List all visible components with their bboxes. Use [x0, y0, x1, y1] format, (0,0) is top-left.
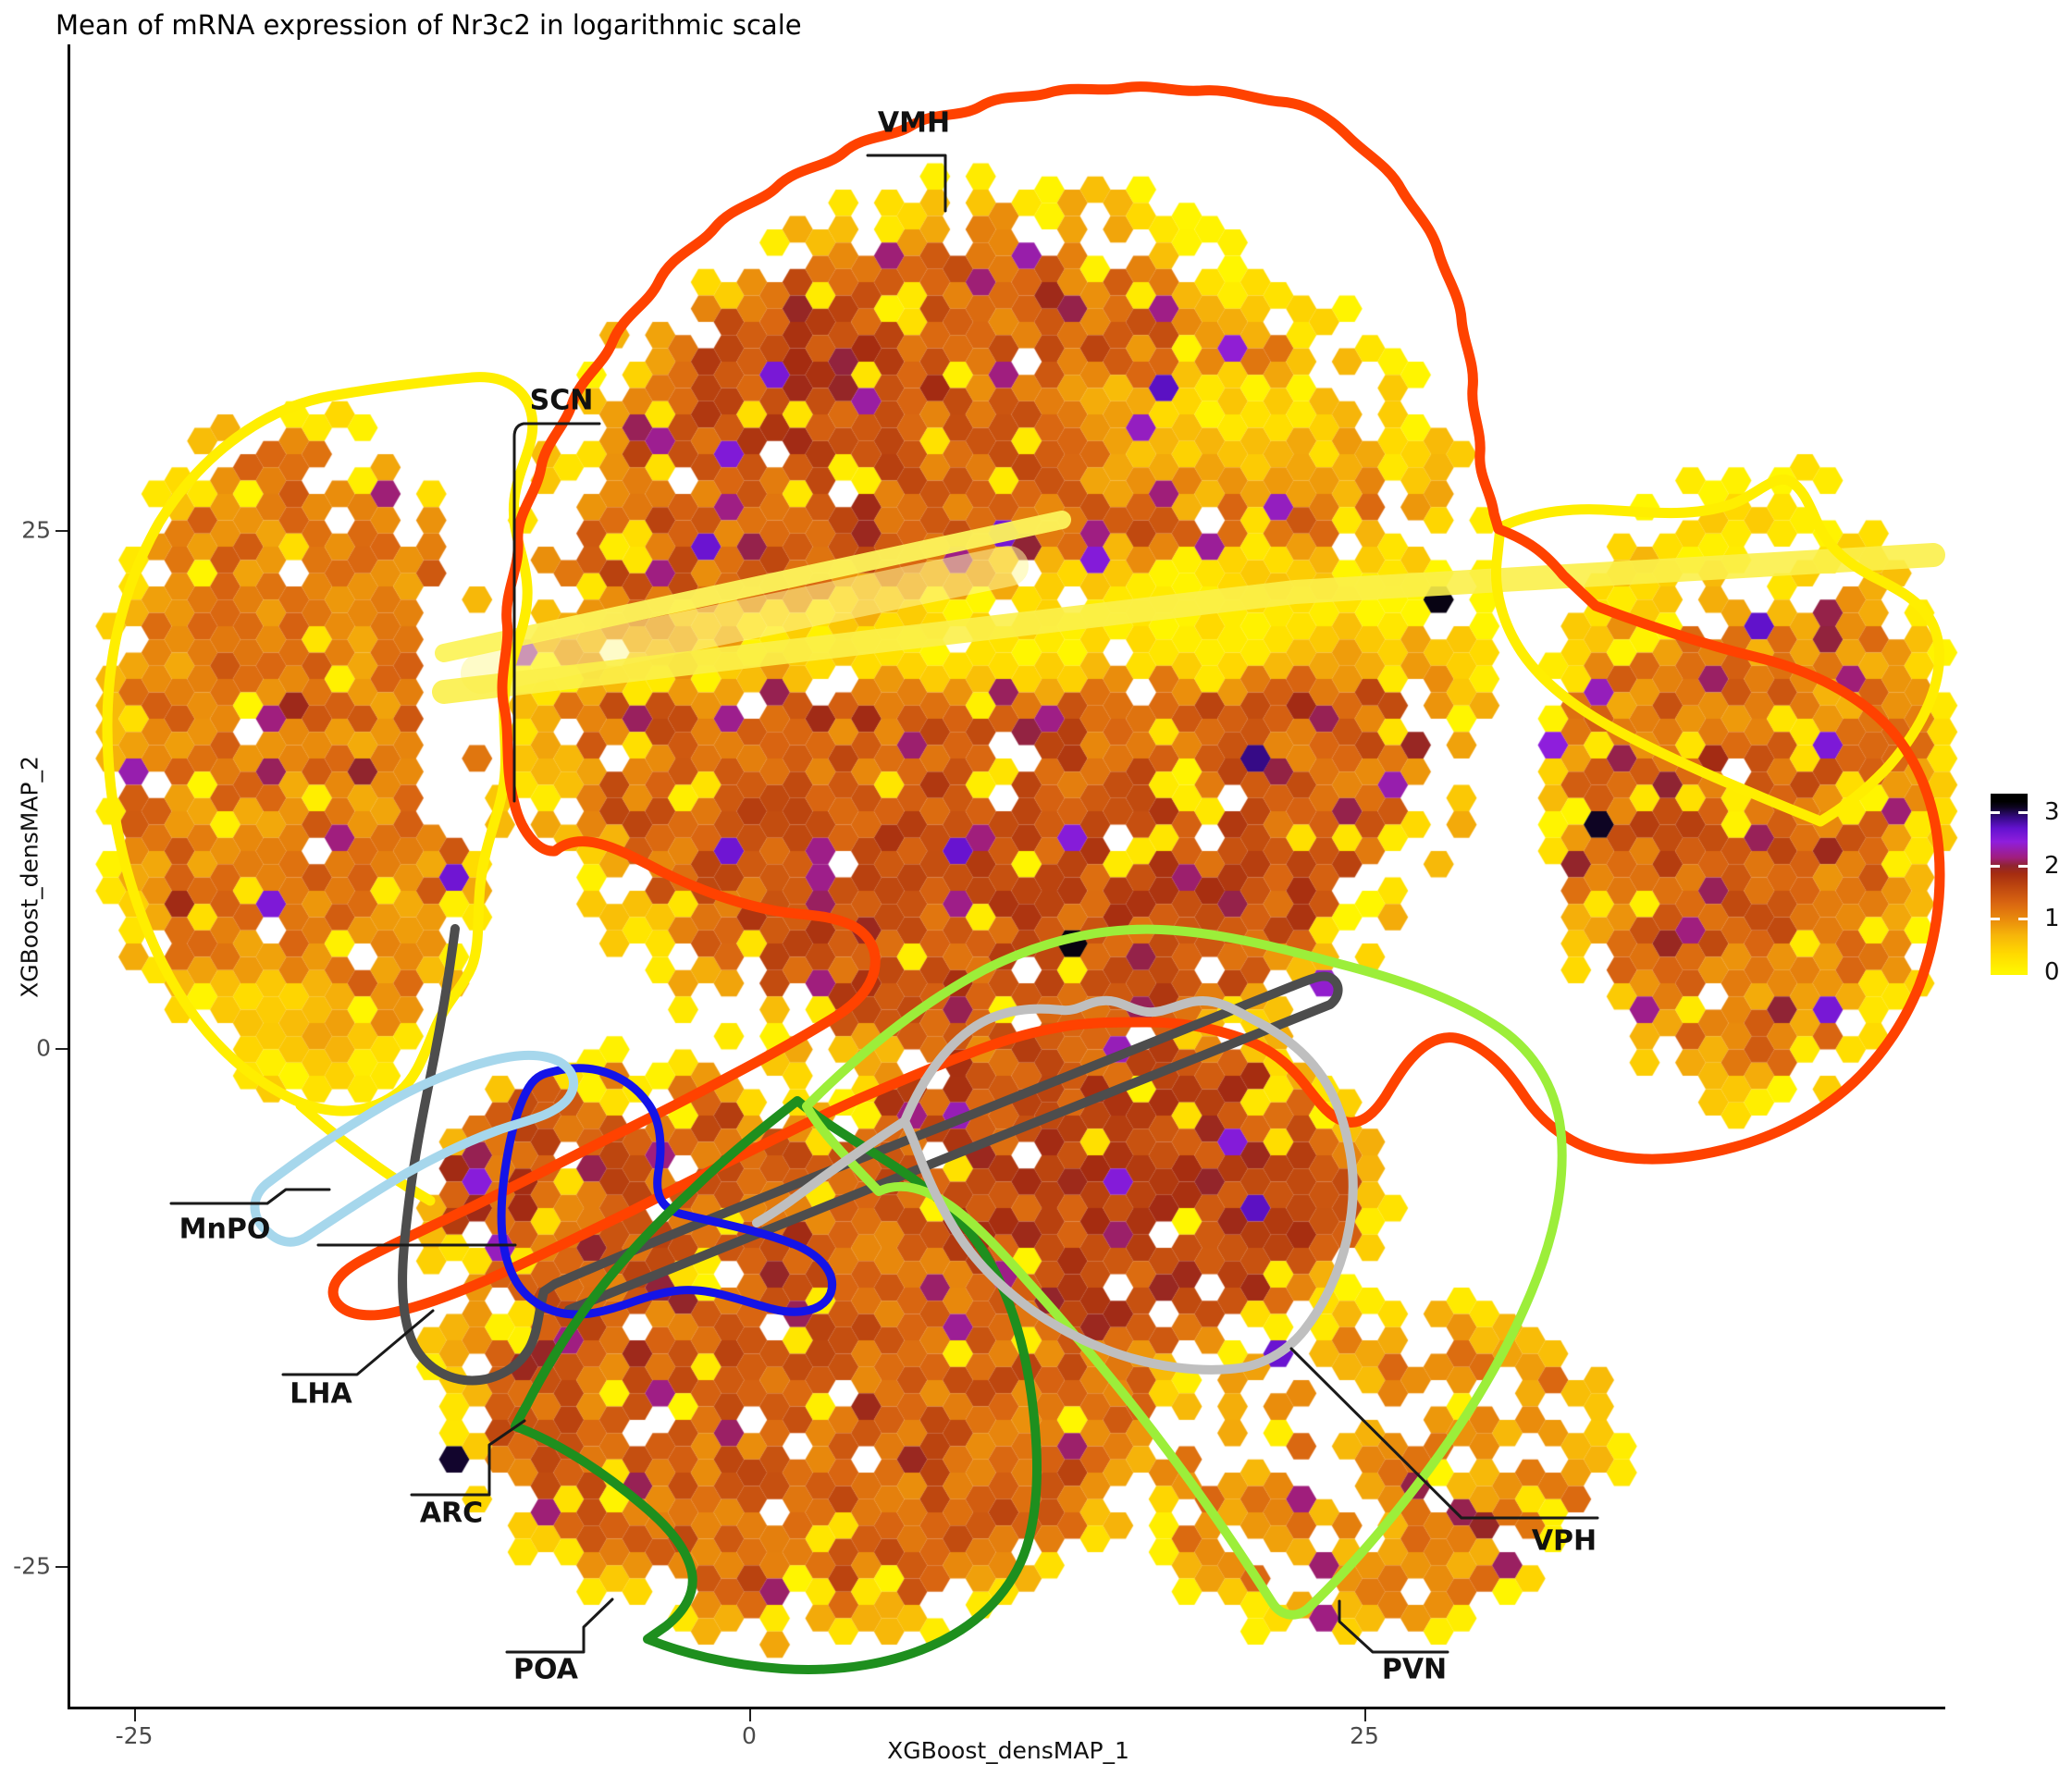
colorbar-tick-dash-2-0 — [1991, 864, 2000, 868]
outline-outline-right-yellow — [1491, 474, 1944, 827]
outline-PVN-outline — [802, 924, 1567, 1620]
y-axis-label: XGBoost_densMAP_2 — [16, 756, 43, 998]
colorbar-tick-dash-2-1 — [2018, 864, 2028, 868]
outline-MnPO-outline — [250, 1050, 578, 1247]
leader-pvn — [1338, 1599, 1449, 1654]
outline-SCN-outline — [497, 1064, 836, 1319]
x-tick-mark-0 — [134, 1709, 136, 1721]
leader-vmh — [866, 154, 947, 213]
x-axis-line — [68, 1707, 1945, 1709]
x-tick-mark-1 — [749, 1709, 751, 1721]
colorbar-tick-label-0: 0 — [2044, 958, 2060, 987]
ribbon-pale-band-upper — [435, 511, 1071, 662]
region-outlines — [102, 81, 1945, 1674]
x-axis-label: XGBoost_densMAP_1 — [887, 1737, 1129, 1764]
colorbar-tick-dash-1-0 — [1991, 918, 2000, 921]
colorbar-tick-label-2: 2 — [2044, 851, 2060, 880]
region-label-mnpo: MnPO — [179, 1213, 271, 1246]
y-tick-mark-2 — [56, 1566, 68, 1568]
leader-scn — [512, 422, 601, 803]
y-tick-mark-1 — [56, 1048, 68, 1050]
x-tick-label-0: -25 — [115, 1722, 154, 1749]
leader-vph — [1289, 1347, 1599, 1520]
region-label-poa: POA — [513, 1653, 578, 1686]
x-tick-mark-2 — [1364, 1709, 1366, 1721]
annotation-leader-lines — [169, 154, 1599, 1654]
x-tick-label-2: 25 — [1350, 1722, 1379, 1749]
y-tick-label-2: -25 — [13, 1552, 51, 1580]
region-label-vmh: VMH — [877, 106, 951, 140]
y-tick-label-0: 25 — [21, 516, 51, 544]
leader-mnpo — [169, 1188, 331, 1205]
colorbar-gradient — [1991, 794, 2028, 975]
colorbar-tick-dash-3-1 — [2018, 811, 2028, 815]
colorbar-tick-dash-1-1 — [2018, 918, 2028, 921]
colorbar-tick-dash-3-0 — [1991, 811, 2000, 815]
leader-poa — [505, 1597, 614, 1654]
outline-VMH-central-outline — [327, 81, 1945, 1321]
ribbon-pale-band-wide — [461, 546, 1029, 694]
y-tick-mark-0 — [56, 530, 68, 532]
chart-title: Mean of mRNA expression of Nr3c2 in loga… — [56, 9, 802, 41]
outline-outline-left-yellow — [102, 372, 538, 1206]
colorbar-tick-label-3: 3 — [2044, 798, 2060, 827]
y-axis-line — [68, 44, 70, 1709]
x-tick-label-1: 0 — [742, 1722, 757, 1749]
region-label-vph: VPH — [1531, 1524, 1597, 1558]
region-label-arc: ARC — [419, 1497, 484, 1530]
region-label-lha: LHA — [290, 1377, 352, 1411]
region-label-pvn: PVN — [1381, 1653, 1448, 1686]
ribbon-pale-band-lower — [432, 543, 1945, 704]
y-tick-label-1: 0 — [36, 1034, 51, 1062]
outline-POA-outline — [511, 1096, 1042, 1674]
leader-arc — [410, 1419, 526, 1497]
region-label-scn: SCN — [529, 384, 594, 417]
outline-VPH-outline — [752, 995, 1358, 1375]
pale-ribbons — [432, 511, 1945, 704]
leader-lha — [281, 1243, 517, 1376]
colorbar-tick-label-1: 1 — [2044, 905, 2060, 933]
